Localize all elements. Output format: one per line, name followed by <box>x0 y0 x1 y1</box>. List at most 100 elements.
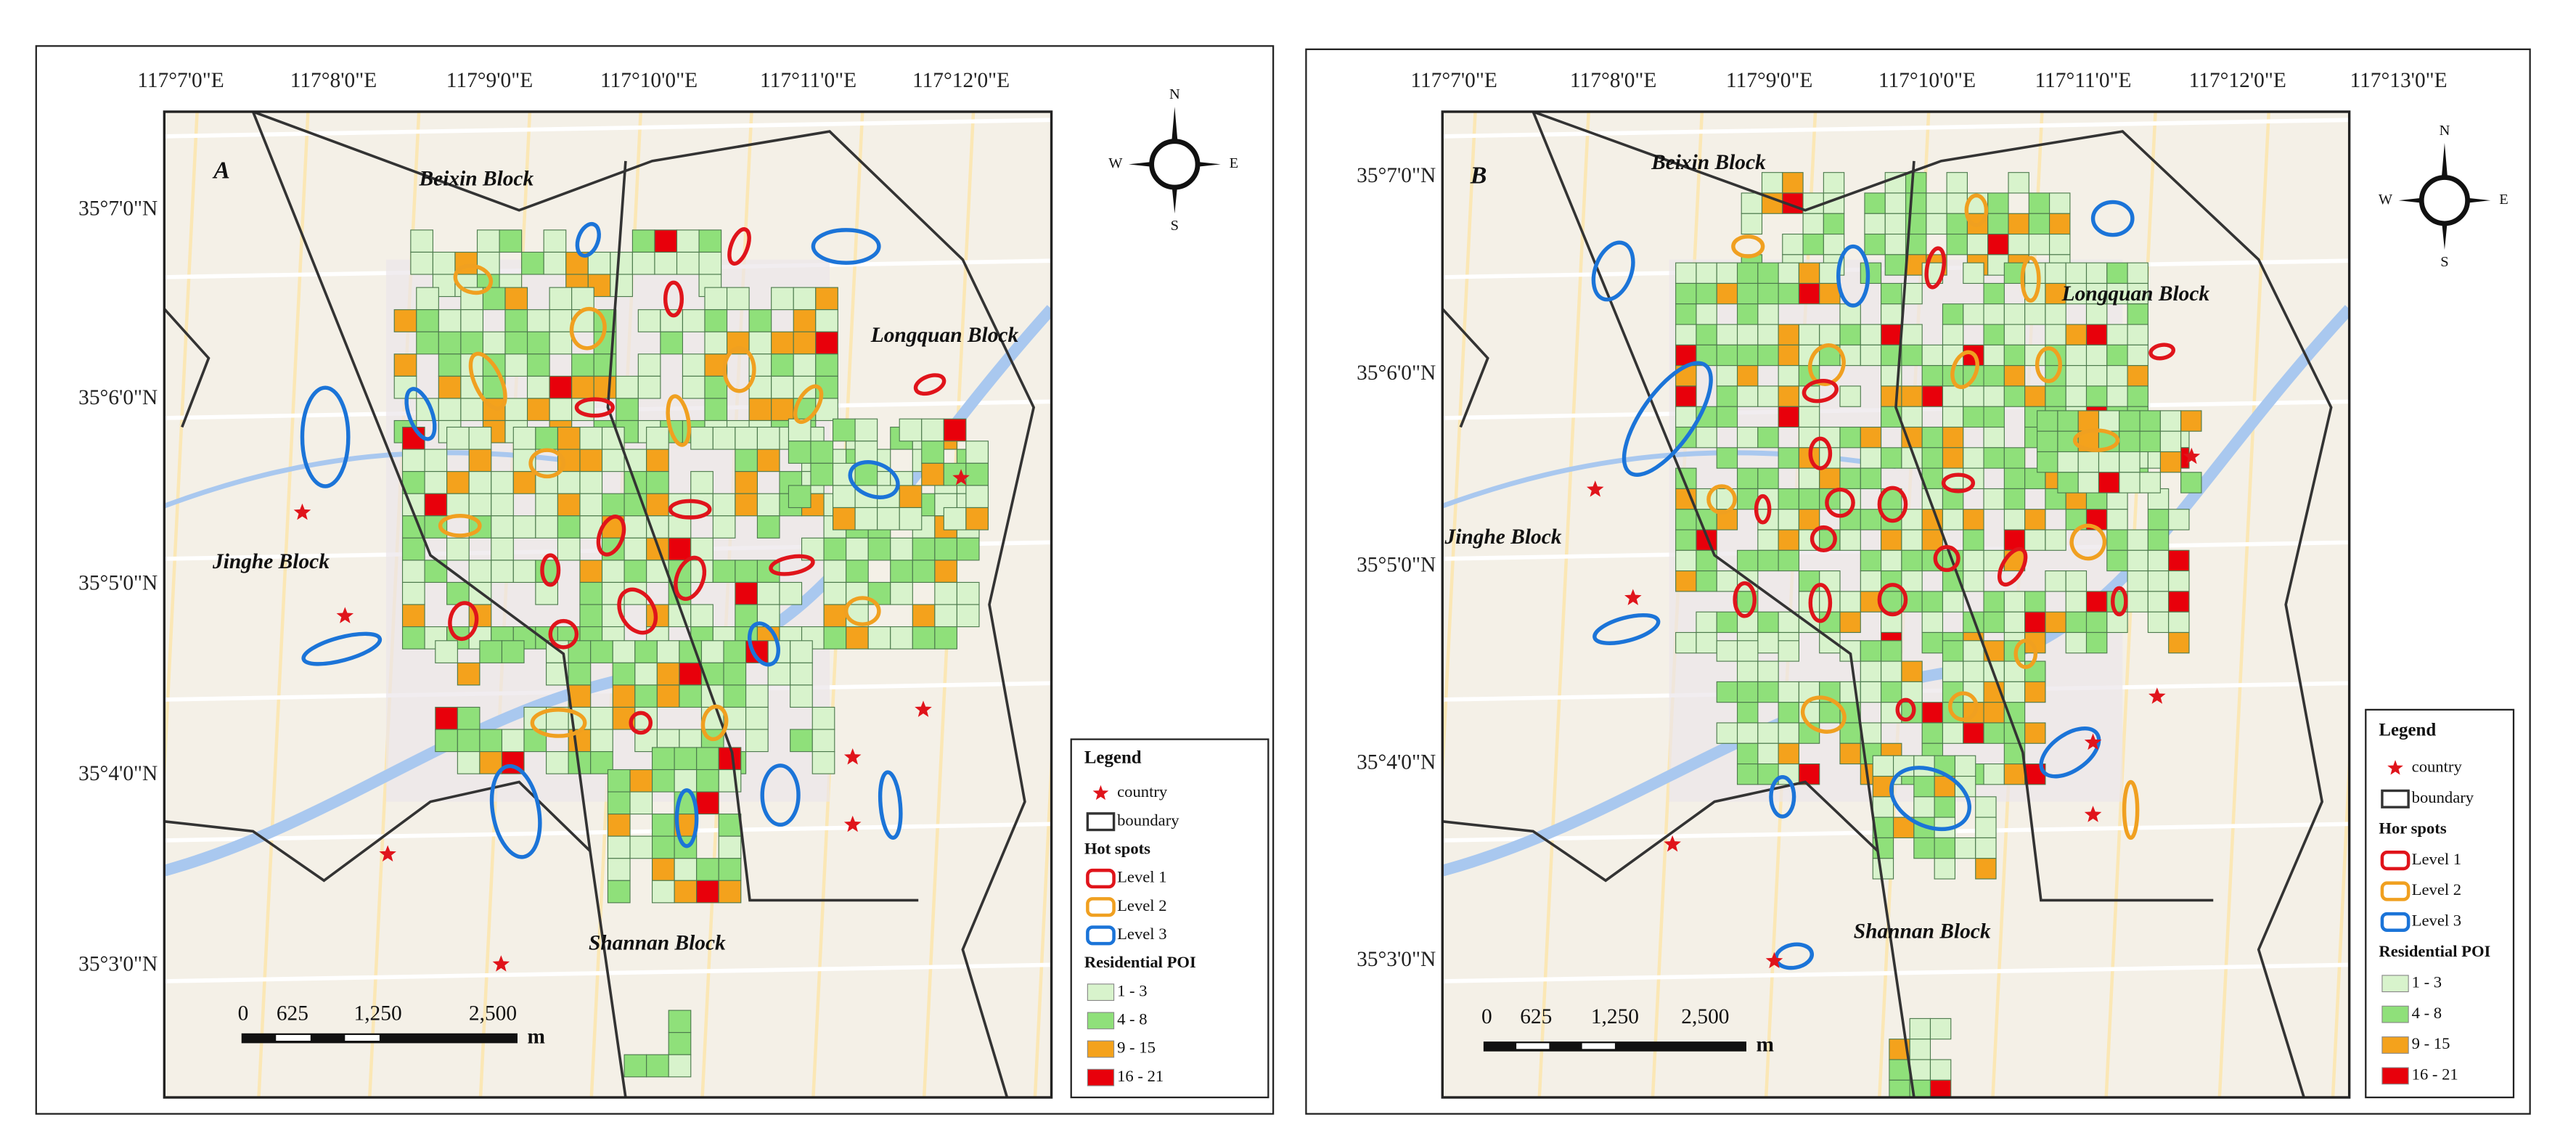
poi-cell <box>623 560 647 584</box>
poi-cell <box>1881 303 1902 325</box>
poi-cell <box>446 493 470 517</box>
poi-cell <box>2127 324 2148 345</box>
hot-spot <box>1802 379 1839 404</box>
poi-cell <box>1839 529 1861 551</box>
poi-cell <box>2139 410 2161 432</box>
poi-cell <box>790 729 813 753</box>
poi-cell <box>2003 303 2026 325</box>
compass-letter: E <box>2499 192 2508 208</box>
poi-cell <box>1942 447 1964 469</box>
poi-cell <box>2168 631 2190 654</box>
scale-unit: m <box>528 1025 545 1048</box>
poi-cell <box>1736 385 1759 407</box>
poi-cell <box>1983 488 2005 510</box>
poi-cell <box>1901 324 1923 345</box>
poi-cell <box>1963 529 1984 551</box>
poi-cell <box>2085 385 2108 407</box>
poi-cell <box>1798 488 1820 510</box>
longitude-label: 117°7'0"E <box>137 69 224 92</box>
poi-cell <box>410 251 433 275</box>
poi-cell <box>745 684 769 708</box>
legend-heading: Hor spots <box>2379 819 2446 837</box>
poi-cell <box>2028 213 2050 235</box>
poi-cell <box>607 835 631 859</box>
poi-cell <box>526 331 550 355</box>
poi-cell <box>704 375 728 399</box>
poi-cell <box>735 604 758 628</box>
poi-cell <box>696 769 719 793</box>
hot-spot <box>1877 486 1908 523</box>
poi-cell <box>1963 640 1984 662</box>
poi-cell <box>2003 344 2026 367</box>
poi-cell <box>660 331 684 355</box>
poi-cell <box>723 640 747 663</box>
boundary <box>1442 308 1489 428</box>
poi-cell <box>1860 447 1882 469</box>
scale-label: 625 <box>277 1002 308 1026</box>
poi-cell <box>2106 262 2128 284</box>
poi-cell <box>634 706 658 730</box>
poi-cell <box>1798 406 1820 428</box>
poi-cell <box>1921 385 1944 407</box>
poi-cell <box>2024 611 2046 634</box>
poi-cell <box>1757 262 1779 284</box>
poi-cell <box>526 398 550 422</box>
poi-cell <box>771 287 794 311</box>
legend-title: Legend <box>1084 748 1142 768</box>
poi-cell <box>674 858 698 881</box>
poi-cell <box>1778 742 1799 765</box>
longitude-label: 117°13'0"E <box>2350 69 2447 92</box>
poi-cell <box>1942 385 1964 407</box>
hot-spot <box>848 460 900 499</box>
poi-cell <box>2139 430 2161 453</box>
poi-cell <box>1983 611 2005 634</box>
poi-cell <box>1819 324 1841 345</box>
latitude-label: 35°7'0"N <box>1357 164 1436 187</box>
poi-cell <box>2106 529 2128 551</box>
poi-cell <box>491 515 514 539</box>
poi-cell <box>424 449 448 472</box>
poi-cell <box>2008 213 2029 235</box>
country-star <box>379 845 396 862</box>
poi-cell <box>1757 742 1779 765</box>
poi-cell <box>468 560 492 584</box>
hot-spot <box>629 711 653 735</box>
legend-label: 1 - 3 <box>2412 973 2442 991</box>
poi-cell <box>1716 447 1738 469</box>
poi-cell <box>2003 611 2026 634</box>
hot-spot <box>843 596 881 626</box>
poi-cell <box>1860 591 1882 613</box>
poi-cell <box>504 353 528 377</box>
poi-cell <box>735 560 758 584</box>
poi-cell <box>468 471 492 494</box>
poi-cell <box>1757 467 1779 489</box>
poi-cell <box>1675 324 1697 345</box>
poi-cell <box>2024 660 2046 682</box>
hot-spot <box>301 631 383 666</box>
hot-spot <box>2069 523 2107 561</box>
poi-cell <box>1913 837 1935 859</box>
poi-cell <box>1778 549 1799 572</box>
poi-cell <box>1798 324 1820 345</box>
poi-cell <box>1860 660 1882 682</box>
poi-cell <box>690 471 713 494</box>
poi-cell <box>457 706 481 730</box>
legend-heading: Residential POI <box>1084 953 1196 971</box>
boundary <box>1532 111 1915 1098</box>
poi-cell <box>1942 303 1964 325</box>
poi-cell <box>682 353 706 377</box>
poi-cell <box>854 507 878 531</box>
poi-cell <box>1983 426 2005 449</box>
poi-cell <box>438 309 462 332</box>
longitude-label: 117°9'0"E <box>1726 69 1812 92</box>
block-label: Jinghe Block <box>1444 525 1562 549</box>
poi-cell <box>823 581 847 605</box>
latitude-label: 35°7'0"N <box>78 197 158 220</box>
poi-cell <box>735 493 758 517</box>
poi-cell <box>2098 472 2120 494</box>
poi-cell <box>718 747 742 771</box>
poi-cell <box>646 449 669 472</box>
poi-cell <box>1839 324 1861 345</box>
poi-cell <box>652 814 675 837</box>
legend-label: Level 3 <box>2412 912 2461 930</box>
